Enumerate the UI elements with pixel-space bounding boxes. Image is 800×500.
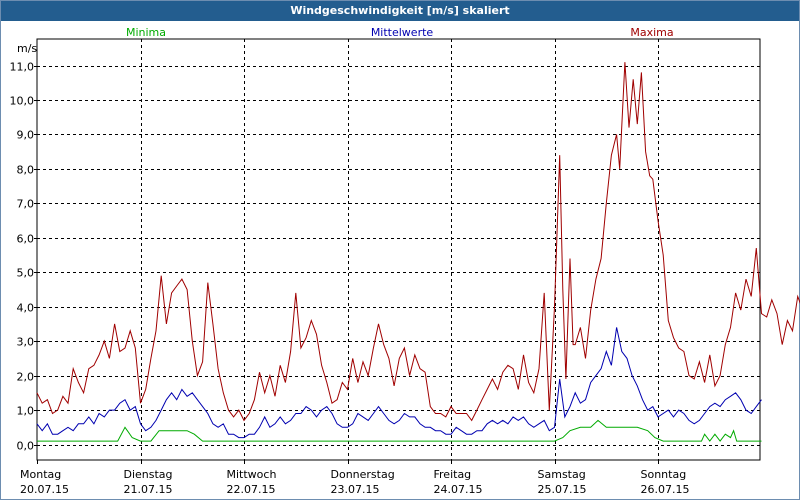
series-lines xyxy=(36,62,800,442)
x-tick-date-label: 25.07.15 xyxy=(538,483,587,496)
y-tick-label: 3,0 xyxy=(17,336,35,349)
legend-minima: Minima xyxy=(126,26,166,39)
window-title: Windgeschwindigkeit [m/s] skaliert xyxy=(1,1,799,21)
x-tick-day-label: Mittwoch xyxy=(227,468,277,481)
x-tick-day-label: Samstag xyxy=(538,468,586,481)
y-tick-label: 6,0 xyxy=(17,233,35,246)
x-tick-day-label: Dienstag xyxy=(124,468,173,481)
legend-mittelwerte: Mittelwerte xyxy=(371,26,434,39)
x-tick-day-label: Sonntag xyxy=(641,468,687,481)
y-axis: 0,0 1,0 2,0 3,0 4,0 5,0 6,0 7,0 8,0 9,0 10,0 11,0 xyxy=(10,61,37,453)
y-axis-label: m/s xyxy=(17,42,37,55)
x-tick-date-label: 24.07.15 xyxy=(434,483,483,496)
x-tick-day-label: Montag xyxy=(20,468,61,481)
y-tick-label: 9,0 xyxy=(17,129,35,142)
x-tick-date-label: 20.07.15 xyxy=(20,483,69,496)
y-tick-label: 2,0 xyxy=(17,371,35,384)
series-line-maxima xyxy=(36,62,800,422)
y-tick-label: 1,0 xyxy=(17,405,35,418)
y-tick-label: 5,0 xyxy=(17,267,35,280)
series-line-minima xyxy=(37,419,762,442)
y-tick-label: 0,0 xyxy=(17,440,35,453)
series-line-mittelwerte xyxy=(36,327,762,439)
y-tick-label: 10,0 xyxy=(10,95,35,108)
x-tick-date-label: 23.07.15 xyxy=(331,483,380,496)
x-tick-day-label: Freitag xyxy=(434,468,472,481)
y-tick-label: 4,0 xyxy=(17,302,35,315)
grid xyxy=(37,39,760,460)
y-tick-label: 7,0 xyxy=(17,198,35,211)
x-axis: Montag 20.07.15 Dienstag 21.07.15 Mittwoch 22… xyxy=(20,460,689,496)
x-tick-day-label: Donnerstag xyxy=(331,468,395,481)
y-tick-label: 11,0 xyxy=(10,61,35,74)
legend-maxima: Maxima xyxy=(630,26,673,39)
x-tick-date-label: 22.07.15 xyxy=(227,483,276,496)
plot-area xyxy=(36,38,761,461)
x-tick-date-label: 21.07.15 xyxy=(124,483,173,496)
y-tick-label: 8,0 xyxy=(17,164,35,177)
x-tick-date-label: 26.07.15 xyxy=(641,483,690,496)
